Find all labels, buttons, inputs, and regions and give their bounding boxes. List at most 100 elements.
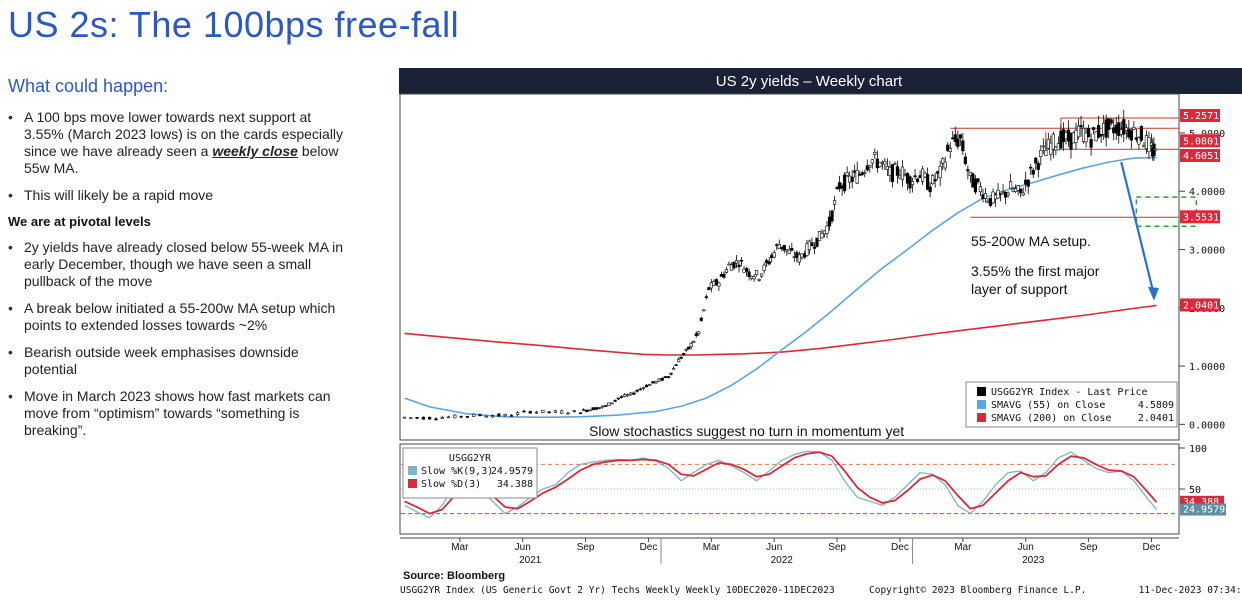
price-candle-body: [722, 273, 726, 278]
legend-label-sma55: SMAVG (55) on Close: [991, 400, 1105, 411]
price-candle-body: [446, 416, 451, 419]
stoch-k-label: 24.9579: [1183, 505, 1225, 516]
x-month-label: Jun: [1018, 542, 1034, 553]
price-candle-body: [1139, 126, 1143, 141]
price-candle-body: [1086, 128, 1091, 138]
annotation-support-line1: 3.55% the first major: [971, 263, 1100, 279]
sma55-line: [404, 156, 1157, 419]
x-year-label: 2023: [1022, 555, 1045, 566]
section-heading-what-could-happen: What could happen:: [8, 76, 169, 96]
chart-header-bar: [399, 68, 1242, 94]
price-candle-body: [895, 166, 900, 176]
price-candle-body: [760, 273, 764, 277]
bullet-text: Move in March 2023 shows how fast market…: [24, 388, 331, 438]
price-candle-body: [767, 261, 771, 265]
price-candle-body: [402, 416, 407, 419]
price-candle-body: [465, 416, 469, 418]
legend-label-k: Slow %K(9,3): [421, 466, 493, 477]
projection-arrow: [1120, 161, 1156, 296]
price-candle-body: [822, 230, 827, 235]
price-candle-body: [534, 411, 539, 414]
commentary-panel: What could happen: A 100 bps move lower …: [8, 76, 353, 449]
price-candle-body: [838, 182, 842, 190]
price-candle-body: [692, 340, 696, 343]
price-candle-body: [918, 175, 922, 179]
stochastics-legend: USGG2YR Slow %K(9,3) 24.9579 Slow %D(3) …: [402, 447, 538, 499]
x-month-label: Dec: [1143, 542, 1161, 553]
price-candle-body: [629, 392, 633, 395]
price-candle-body: [724, 269, 729, 273]
price-candle-body: [775, 244, 779, 246]
price-candle-body: [1011, 188, 1015, 192]
price-candle-body: [938, 165, 942, 178]
price-candle-body: [787, 249, 791, 254]
price-candle-body: [1001, 191, 1005, 193]
price-candle-body: [1142, 145, 1146, 148]
price-candle-body: [988, 197, 993, 206]
price-candle-body: [459, 415, 463, 418]
price-candle-body: [986, 200, 990, 203]
price-candle-body: [850, 176, 854, 182]
price-candle-body: [825, 225, 829, 234]
annotation-support-line2: layer of support: [971, 281, 1068, 297]
price-candle-body: [1107, 118, 1111, 130]
bullet-text: A break below initiated a 55-200w MA set…: [24, 300, 336, 333]
price-candle-body: [910, 181, 915, 185]
price-candle-body: [1079, 125, 1083, 128]
price-candle-body: [582, 409, 586, 411]
stoch-k-label-bg: [1180, 503, 1226, 516]
price-candle-body: [1089, 138, 1093, 148]
price-candle-body: [1009, 181, 1013, 189]
price-candle-body: [931, 175, 935, 184]
stoch-legend-title: USGG2YR: [449, 453, 492, 464]
price-candle-body: [765, 260, 769, 264]
price-candle-body: [1039, 149, 1043, 157]
price-candle-body: [868, 165, 872, 168]
price-candle-body: [674, 364, 678, 367]
x-month-label: Dec: [891, 542, 909, 553]
bullet-item: Move in March 2023 shows how fast market…: [8, 388, 353, 439]
price-candle-body: [865, 165, 869, 171]
chart-svg: US 2y yields – Weekly chart 0.0000 1.0000…: [399, 68, 1242, 596]
legend-label-sma200: SMAVG (200) on Close: [991, 413, 1111, 424]
legend-swatch-price: [977, 387, 986, 396]
price-candle-body: [572, 410, 576, 412]
price-candle-body: [956, 138, 960, 147]
y-tick-label: 1.0000: [1189, 362, 1225, 373]
x-year-label: 2022: [771, 555, 794, 566]
price-candle-body: [1021, 192, 1025, 196]
price-candle-body: [860, 172, 864, 175]
price-candle-body: [528, 411, 532, 414]
price-candle-body: [712, 281, 716, 286]
price-candle-body: [998, 193, 1003, 196]
projection-arrow-head: [1147, 286, 1159, 301]
price-candle-body: [727, 263, 731, 266]
price-candle-body: [644, 384, 649, 388]
price-candle-body: [409, 417, 413, 419]
price-candle-body: [1122, 119, 1126, 135]
price-candle-body: [578, 412, 583, 414]
x-month-label: Jun: [515, 542, 531, 553]
price-candle-body: [547, 411, 551, 413]
price-candle-body: [749, 275, 754, 279]
annotation-setup: 55-200w MA setup.: [971, 233, 1091, 249]
stoch-d-line: [404, 451, 1158, 515]
price-candle-body: [880, 161, 884, 164]
price-candle-body: [714, 279, 718, 286]
level-label: 4.6051: [1183, 151, 1219, 162]
price-candle-body: [973, 178, 978, 193]
price-candle-body: [873, 151, 877, 155]
price-candle-body: [553, 410, 558, 413]
price-candle-body: [1029, 166, 1033, 169]
footer-index: USGG2YR Index (US Generic Govt 2 Yr) Tec…: [400, 585, 835, 596]
bullet-text: Bearish outside week emphasises downside…: [24, 344, 299, 377]
price-candle-body: [635, 390, 639, 392]
price-candle-body: [1102, 123, 1106, 135]
price-candle-body: [946, 144, 950, 151]
price-candle-body: [610, 402, 614, 405]
price-candle-body: [626, 394, 630, 397]
price-candle-body: [734, 260, 739, 264]
price-candle-body: [812, 246, 817, 249]
bullet-item: 2y yields have already closed below 55-w…: [8, 239, 353, 290]
price-candle-body: [566, 412, 570, 415]
